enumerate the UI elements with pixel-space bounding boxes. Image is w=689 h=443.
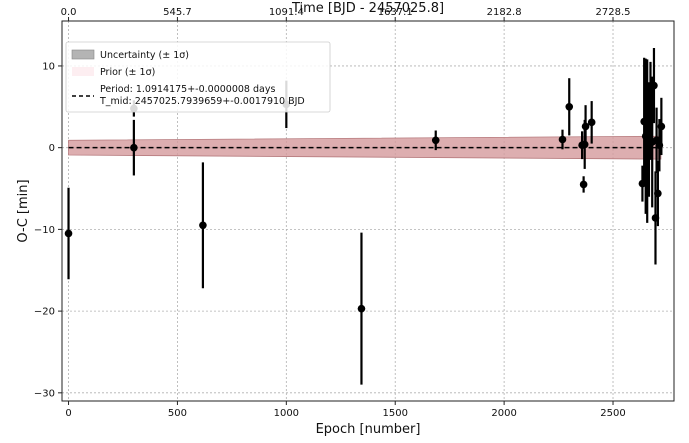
- data-point: [558, 129, 567, 150]
- point-marker: [650, 81, 658, 90]
- legend: Uncertainty (± 1σ) Prior (± 1σ) Period: …: [65, 41, 331, 113]
- y-tick-label: −30: [34, 388, 55, 399]
- legend-box: [65, 41, 331, 113]
- top-tick-label: 0.0: [61, 7, 77, 18]
- top-tick-label: 2728.5: [596, 7, 631, 18]
- top-axis-ticks: 0.0 545.7 1091.4 1637.1 2182.8 2728.5: [61, 7, 631, 21]
- point-marker: [654, 189, 662, 198]
- data-point: [580, 119, 589, 169]
- top-tick-label: 1637.1: [378, 7, 413, 18]
- top-tick-label: 2182.8: [487, 7, 522, 18]
- data-points: [64, 47, 666, 385]
- point-marker: [64, 229, 73, 238]
- legend-label-tmid: T_mid: 2457025.7939659+-0.0017910 BJD: [99, 96, 305, 107]
- point-marker: [130, 143, 138, 152]
- x-axis-title: Epoch [number]: [316, 422, 421, 437]
- point-marker: [579, 180, 588, 189]
- data-point: [64, 187, 73, 280]
- point-marker: [587, 118, 596, 127]
- data-point: [199, 162, 207, 289]
- point-marker: [199, 221, 207, 230]
- point-marker: [357, 304, 366, 313]
- data-point: [565, 78, 574, 136]
- x-tick-label: 500: [168, 408, 187, 419]
- legend-label-prior: Prior (± 1σ): [100, 67, 155, 78]
- legend-swatch-prior: [72, 67, 94, 76]
- point-marker: [657, 122, 666, 131]
- top-axis-title: Time [BJD - 2457025.8]: [291, 1, 444, 16]
- x-tick-label: 1000: [274, 408, 299, 419]
- data-point: [431, 130, 440, 151]
- legend-label-period: Period: 1.0914175+-0.0000008 days: [100, 84, 275, 95]
- point-marker: [565, 103, 574, 111]
- legend-label-uncertainty: Uncertainty (± 1σ): [100, 50, 189, 61]
- data-point: [654, 160, 662, 227]
- top-tick-label: 1091.4: [269, 7, 304, 18]
- legend-swatch-uncertainty: [71, 49, 95, 60]
- x-tick-label: 2000: [491, 408, 516, 419]
- x-tick-label: 1500: [382, 408, 407, 419]
- data-point: [657, 97, 666, 156]
- top-tick-label: 545.7: [163, 7, 192, 18]
- x-tick-label: 0: [65, 408, 71, 419]
- data-point: [357, 232, 366, 385]
- data-point: [130, 119, 138, 176]
- data-point: [650, 47, 658, 124]
- x-axis-ticks: 0 500 1000 1500 2000 2500: [65, 401, 626, 419]
- x-tick-label: 2500: [600, 408, 625, 419]
- data-point: [579, 176, 588, 193]
- y-tick-label: −20: [34, 307, 55, 318]
- point-marker: [580, 140, 589, 149]
- y-tick-label: 0: [49, 143, 55, 154]
- y-tick-label: −10: [34, 225, 55, 236]
- y-axis-title: O-C [min]: [16, 179, 31, 242]
- data-point: [587, 101, 596, 144]
- y-tick-label: 10: [42, 61, 55, 72]
- y-axis-ticks: −30 −20 −10 0 10: [34, 61, 62, 399]
- plot-frame: [61, 20, 675, 402]
- point-marker: [431, 136, 440, 145]
- point-marker: [558, 135, 567, 144]
